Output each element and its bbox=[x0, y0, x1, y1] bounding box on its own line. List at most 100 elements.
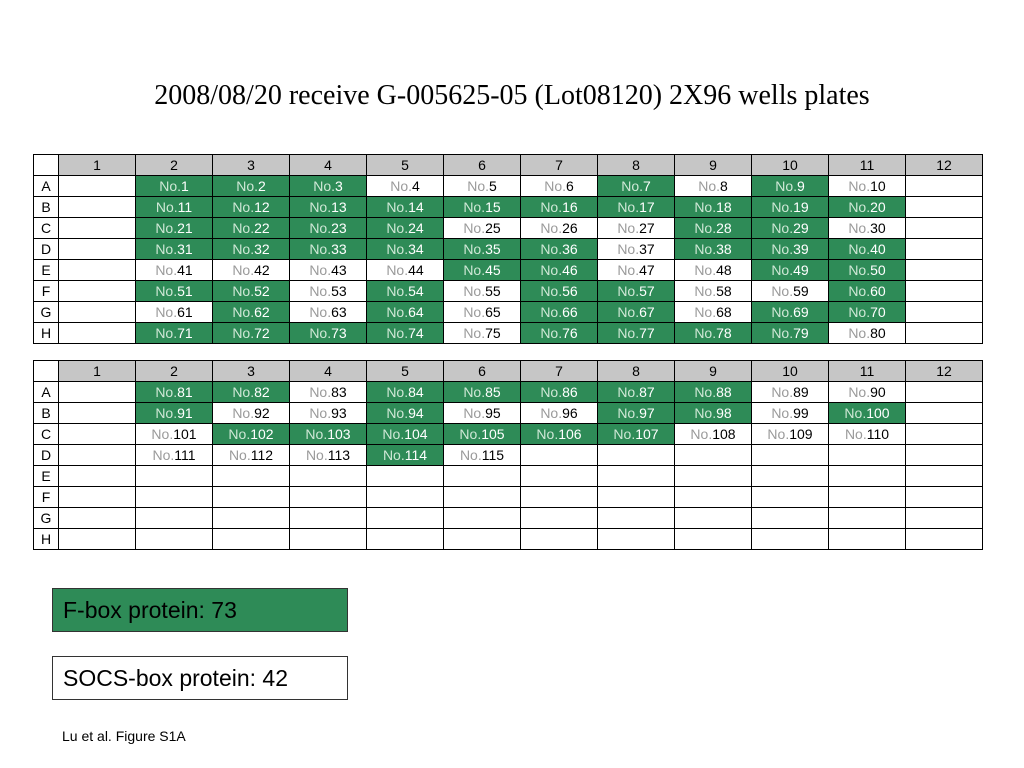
well-number: 105 bbox=[481, 426, 505, 442]
empty-well-cell bbox=[520, 465, 598, 487]
well-cell: No.59 bbox=[751, 280, 829, 302]
row-header: C bbox=[33, 423, 59, 445]
empty-well-cell bbox=[443, 507, 521, 529]
well-number: 104 bbox=[404, 426, 428, 442]
empty-well-cell bbox=[597, 465, 675, 487]
well-cell: No.55 bbox=[443, 280, 521, 302]
well-cell: No.43 bbox=[289, 259, 367, 281]
well-number: 115 bbox=[481, 447, 505, 463]
empty-well-cell bbox=[58, 322, 136, 344]
well-number: 47 bbox=[639, 262, 655, 278]
empty-well-cell bbox=[520, 486, 598, 508]
well-cell: No.72 bbox=[212, 322, 290, 344]
well-cell: No.8 bbox=[674, 175, 752, 197]
well-number: 24 bbox=[408, 220, 424, 236]
well-prefix: No. bbox=[232, 283, 255, 299]
well-prefix: No. bbox=[771, 405, 794, 421]
well-number: 22 bbox=[254, 220, 270, 236]
well-cell: No.23 bbox=[289, 217, 367, 239]
well-cell: No.9 bbox=[751, 175, 829, 197]
well-cell: No.15 bbox=[443, 196, 521, 218]
well-prefix: No. bbox=[155, 220, 178, 236]
empty-well-cell bbox=[520, 444, 598, 466]
well-prefix: No. bbox=[232, 199, 255, 215]
well-prefix: No. bbox=[463, 220, 486, 236]
well-prefix: No. bbox=[694, 262, 717, 278]
well-prefix: No. bbox=[848, 241, 871, 257]
well-cell: No.92 bbox=[212, 402, 290, 424]
socs-box-protein-count: SOCS-box protein: 42 bbox=[52, 656, 348, 700]
well-prefix: No. bbox=[309, 220, 332, 236]
well-number: 43 bbox=[331, 262, 347, 278]
column-header: 9 bbox=[674, 154, 752, 176]
plate-row: A No.81 No.82 No.83 No.84 No.85 No.86 No.87 No.8… bbox=[33, 381, 983, 403]
empty-well-cell bbox=[366, 465, 444, 487]
empty-well-cell bbox=[905, 486, 983, 508]
empty-well-cell bbox=[289, 507, 367, 529]
well-number: 95 bbox=[485, 405, 501, 421]
f-box-protein-count: F-box protein: 73 bbox=[52, 588, 348, 632]
well-cell: No.58 bbox=[674, 280, 752, 302]
empty-well-cell bbox=[674, 486, 752, 508]
well-prefix: No. bbox=[544, 178, 566, 194]
well-prefix: No. bbox=[775, 178, 797, 194]
well-cell: No.26 bbox=[520, 217, 598, 239]
well-cell: No.110 bbox=[828, 423, 906, 445]
well-number: 64 bbox=[408, 304, 424, 320]
column-header: 1 bbox=[58, 154, 136, 176]
well-cell: No.54 bbox=[366, 280, 444, 302]
well-number: 17 bbox=[639, 199, 655, 215]
well-number: 13 bbox=[331, 199, 347, 215]
well-prefix: No. bbox=[848, 384, 871, 400]
well-cell: No.71 bbox=[135, 322, 213, 344]
well-cell: No.25 bbox=[443, 217, 521, 239]
well-prefix: No. bbox=[467, 178, 489, 194]
well-prefix: No. bbox=[232, 220, 255, 236]
figure-caption: Lu et al. Figure S1A bbox=[62, 728, 186, 744]
well-cell: No.47 bbox=[597, 259, 675, 281]
well-cell: No.34 bbox=[366, 238, 444, 260]
well-number: 90 bbox=[870, 384, 886, 400]
well-cell: No.20 bbox=[828, 196, 906, 218]
well-prefix: No. bbox=[463, 384, 486, 400]
plate-row: C No.21 No.22 No.23 No.24 No.25 No.26 No.27 No.2… bbox=[33, 217, 983, 239]
well-prefix: No. bbox=[386, 325, 409, 341]
well-prefix: No. bbox=[540, 283, 563, 299]
well-number: 6 bbox=[566, 178, 574, 194]
well-cell: No.111 bbox=[135, 444, 213, 466]
well-number: 20 bbox=[870, 199, 886, 215]
well-cell: No.73 bbox=[289, 322, 367, 344]
well-prefix: No. bbox=[540, 304, 563, 320]
well-number: 98 bbox=[716, 405, 732, 421]
well-prefix: No. bbox=[694, 325, 717, 341]
well-cell: No.6 bbox=[520, 175, 598, 197]
well-cell: No.27 bbox=[597, 217, 675, 239]
well-number: 83 bbox=[331, 384, 347, 400]
empty-well-cell bbox=[905, 465, 983, 487]
empty-well-cell bbox=[674, 444, 752, 466]
well-number: 63 bbox=[331, 304, 347, 320]
empty-well-cell bbox=[828, 486, 906, 508]
well-number: 96 bbox=[562, 405, 578, 421]
well-number: 15 bbox=[485, 199, 501, 215]
well-number: 45 bbox=[485, 262, 501, 278]
column-header: 11 bbox=[828, 154, 906, 176]
well-cell: No.3 bbox=[289, 175, 367, 197]
well-number: 55 bbox=[485, 283, 501, 299]
well-cell: No.114 bbox=[366, 444, 444, 466]
well-prefix: No. bbox=[151, 426, 174, 442]
well-number: 103 bbox=[327, 426, 351, 442]
well-cell: No.22 bbox=[212, 217, 290, 239]
empty-well-cell bbox=[674, 507, 752, 529]
well-cell: No.37 bbox=[597, 238, 675, 260]
well-number: 62 bbox=[254, 304, 270, 320]
well-cell: No.45 bbox=[443, 259, 521, 281]
empty-well-cell bbox=[58, 402, 136, 424]
empty-well-cell bbox=[597, 507, 675, 529]
well-cell: No.5 bbox=[443, 175, 521, 197]
well-prefix: No. bbox=[617, 384, 640, 400]
well-cell: No.94 bbox=[366, 402, 444, 424]
empty-well-cell bbox=[443, 528, 521, 550]
empty-well-cell bbox=[905, 322, 983, 344]
empty-well-cell bbox=[58, 238, 136, 260]
